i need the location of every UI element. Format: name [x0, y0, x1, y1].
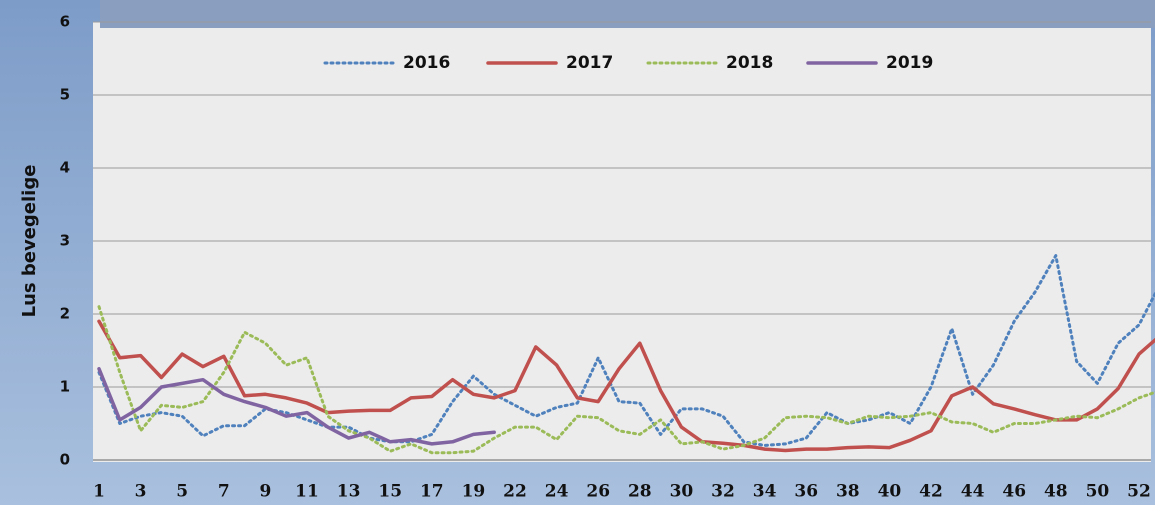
- legend-label: 2018: [726, 53, 773, 73]
- x-tick-label: 9: [259, 482, 271, 502]
- x-tick-label: 19: [462, 482, 486, 502]
- x-tick-label: 24: [545, 482, 569, 502]
- x-tick-label: 40: [878, 482, 902, 502]
- x-tick-label: 7: [218, 482, 230, 502]
- y-tick-label: 0: [60, 451, 70, 469]
- y-tick-label: 6: [60, 13, 70, 31]
- x-tick-label: 5: [176, 482, 188, 502]
- series-line: [97, 305, 1155, 455]
- y-axis-label: Lus bevegelige: [19, 165, 40, 318]
- x-tick-label: 11: [295, 482, 319, 502]
- x-tick-label: 38: [836, 482, 860, 502]
- x-tick-label: 26: [586, 482, 610, 502]
- series-line: [97, 319, 1155, 453]
- x-tick-label: 50: [1086, 482, 1110, 502]
- x-tick-label: 34: [753, 482, 777, 502]
- series-line: [97, 367, 496, 446]
- legend-label: 2016: [403, 53, 450, 73]
- x-tick-label: 36: [794, 482, 818, 502]
- x-tick-label: 17: [420, 482, 444, 502]
- x-tick-label: 42: [919, 482, 943, 502]
- legend-label: 2019: [886, 53, 933, 73]
- y-tick-label: 4: [60, 159, 70, 177]
- y-tick-label: 2: [60, 305, 70, 323]
- y-tick-label: 3: [60, 232, 70, 250]
- x-tick-label: 22: [503, 482, 527, 502]
- top-band: [100, 0, 1155, 28]
- legend-label: 2017: [566, 53, 613, 73]
- x-tick-label: 46: [1002, 482, 1026, 502]
- y-tick-label: 1: [60, 378, 70, 396]
- x-tick-label: 3: [135, 482, 147, 502]
- y-tick-label: 5: [60, 86, 70, 104]
- x-tick-label: 13: [337, 482, 361, 502]
- x-tick-label: 1: [93, 482, 105, 502]
- x-tick-label: 28: [628, 482, 652, 502]
- x-tick-label: 52: [1127, 482, 1151, 502]
- x-tick-label: 48: [1044, 482, 1068, 502]
- x-tick-label: 15: [378, 482, 402, 502]
- x-tick-label: 32: [711, 482, 735, 502]
- x-tick-label: 44: [961, 482, 985, 502]
- x-tick-label: 30: [670, 482, 694, 502]
